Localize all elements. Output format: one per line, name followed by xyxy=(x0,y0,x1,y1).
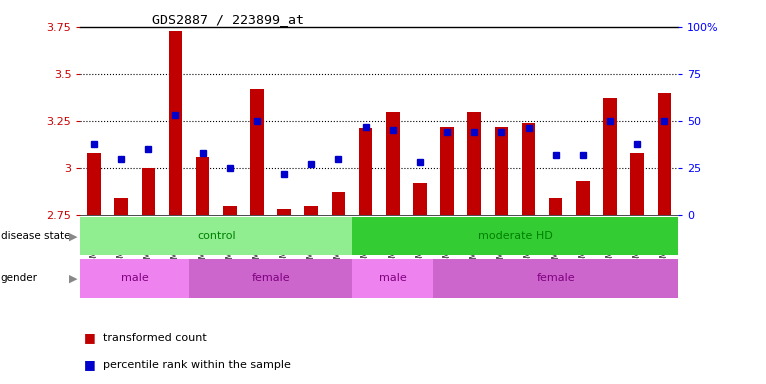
Bar xyxy=(169,31,182,215)
Bar xyxy=(352,259,434,298)
Bar xyxy=(142,168,155,215)
Bar xyxy=(114,198,128,215)
Text: male: male xyxy=(379,273,407,283)
Text: gender: gender xyxy=(1,273,38,283)
Text: GDS2887 / 223899_at: GDS2887 / 223899_at xyxy=(152,13,304,26)
Text: control: control xyxy=(197,231,235,241)
Bar xyxy=(358,129,372,215)
Text: female: female xyxy=(536,273,575,283)
Bar xyxy=(223,206,237,215)
Text: ▶: ▶ xyxy=(68,231,77,241)
Text: percentile rank within the sample: percentile rank within the sample xyxy=(103,360,291,370)
Bar xyxy=(352,217,678,255)
Bar xyxy=(549,198,562,215)
Bar xyxy=(386,112,400,215)
Text: female: female xyxy=(251,273,290,283)
Bar xyxy=(189,259,352,298)
Bar xyxy=(413,183,427,215)
Bar xyxy=(440,127,453,215)
Bar xyxy=(657,93,671,215)
Bar xyxy=(522,123,535,215)
Text: male: male xyxy=(121,273,149,283)
Text: ■: ■ xyxy=(84,358,96,371)
Text: disease state: disease state xyxy=(1,231,70,241)
Bar xyxy=(196,157,209,215)
Bar xyxy=(630,153,644,215)
Bar xyxy=(87,153,101,215)
Bar xyxy=(332,192,345,215)
Text: ■: ■ xyxy=(84,331,96,344)
Text: moderate HD: moderate HD xyxy=(477,231,552,241)
Bar xyxy=(604,98,617,215)
Bar xyxy=(80,217,352,255)
Bar xyxy=(495,127,508,215)
Bar xyxy=(80,259,189,298)
Bar xyxy=(305,206,318,215)
Bar xyxy=(434,259,678,298)
Bar xyxy=(250,89,264,215)
Bar xyxy=(467,112,481,215)
Text: ▶: ▶ xyxy=(68,273,77,283)
Bar xyxy=(277,209,291,215)
Bar xyxy=(576,181,590,215)
Text: transformed count: transformed count xyxy=(103,333,207,343)
